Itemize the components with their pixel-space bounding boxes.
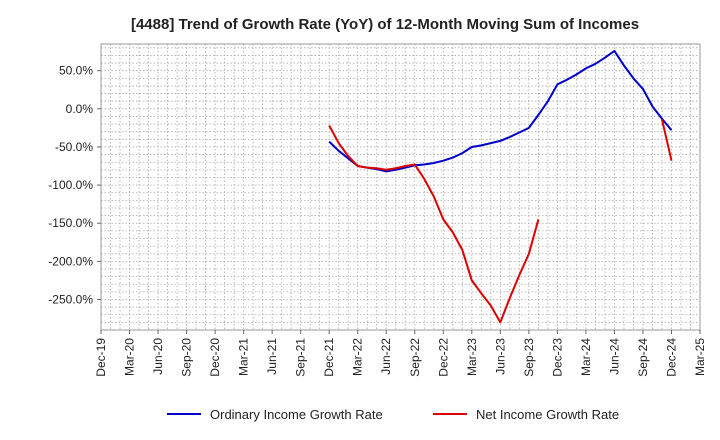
x-tick-label: Jun-21 [265,338,279,375]
y-tick-label: -100.0% [48,178,93,192]
x-tick-label: Jun-20 [151,338,165,375]
x-tick-label: Dec-24 [664,338,678,377]
legend-label-ordinary: Ordinary Income Growth Rate [210,407,383,422]
y-tick-label: 50.0% [59,64,93,78]
x-tick-label: Mar-22 [351,338,365,376]
x-tick-label: Sep-23 [522,338,536,377]
x-tick-label: Mar-24 [579,338,593,376]
x-tick-label: Dec-22 [436,338,450,377]
x-axis-ticks: Dec-19 Mar-20 Jun-20 Sep-20 Dec-20 Mar-21 Jun-… [94,330,707,377]
x-tick-label: Mar-21 [237,338,251,376]
x-tick-label: Sep-22 [408,338,422,377]
legend: Ordinary Income Growth Rate Net Income Gr… [167,407,619,422]
y-tick-label: -200.0% [48,254,93,268]
chart-title: [4488] Trend of Growth Rate (YoY) of 12-… [131,16,639,33]
y-tick-label: -150.0% [48,216,93,230]
ordinary-income-growth-line [328,49,673,173]
x-tick-label: Sep-21 [294,338,308,377]
y-tick-label: 0.0% [66,102,94,116]
y-tick-label: -50.0% [55,140,93,154]
x-tick-label: Dec-19 [94,338,108,377]
x-tick-label: Mar-23 [465,338,479,376]
x-tick-label: Mar-20 [123,338,137,376]
x-tick-label: Jun-23 [493,338,507,375]
net-income-growth-line [328,125,540,324]
x-tick-label: Sep-24 [636,338,650,377]
grid [100,44,701,330]
y-axis-ticks: 50.0% 0.0% -50.0% -100.0% -150.0% -200.0% -250… [48,64,101,306]
x-tick-label: Dec-21 [322,338,336,377]
net-income-growth-line [661,119,673,161]
x-tick-label: Sep-20 [180,338,194,377]
series-lines [328,49,673,324]
plot-frame [100,43,701,331]
x-tick-label: Jun-22 [379,338,393,375]
y-tick-label: -250.0% [48,292,93,306]
x-tick-label: Mar-25 [693,338,707,376]
x-tick-label: Dec-23 [550,338,564,377]
legend-label-net: Net Income Growth Rate [476,407,619,422]
x-tick-label: Dec-20 [208,338,222,377]
x-tick-label: Jun-24 [607,338,621,375]
